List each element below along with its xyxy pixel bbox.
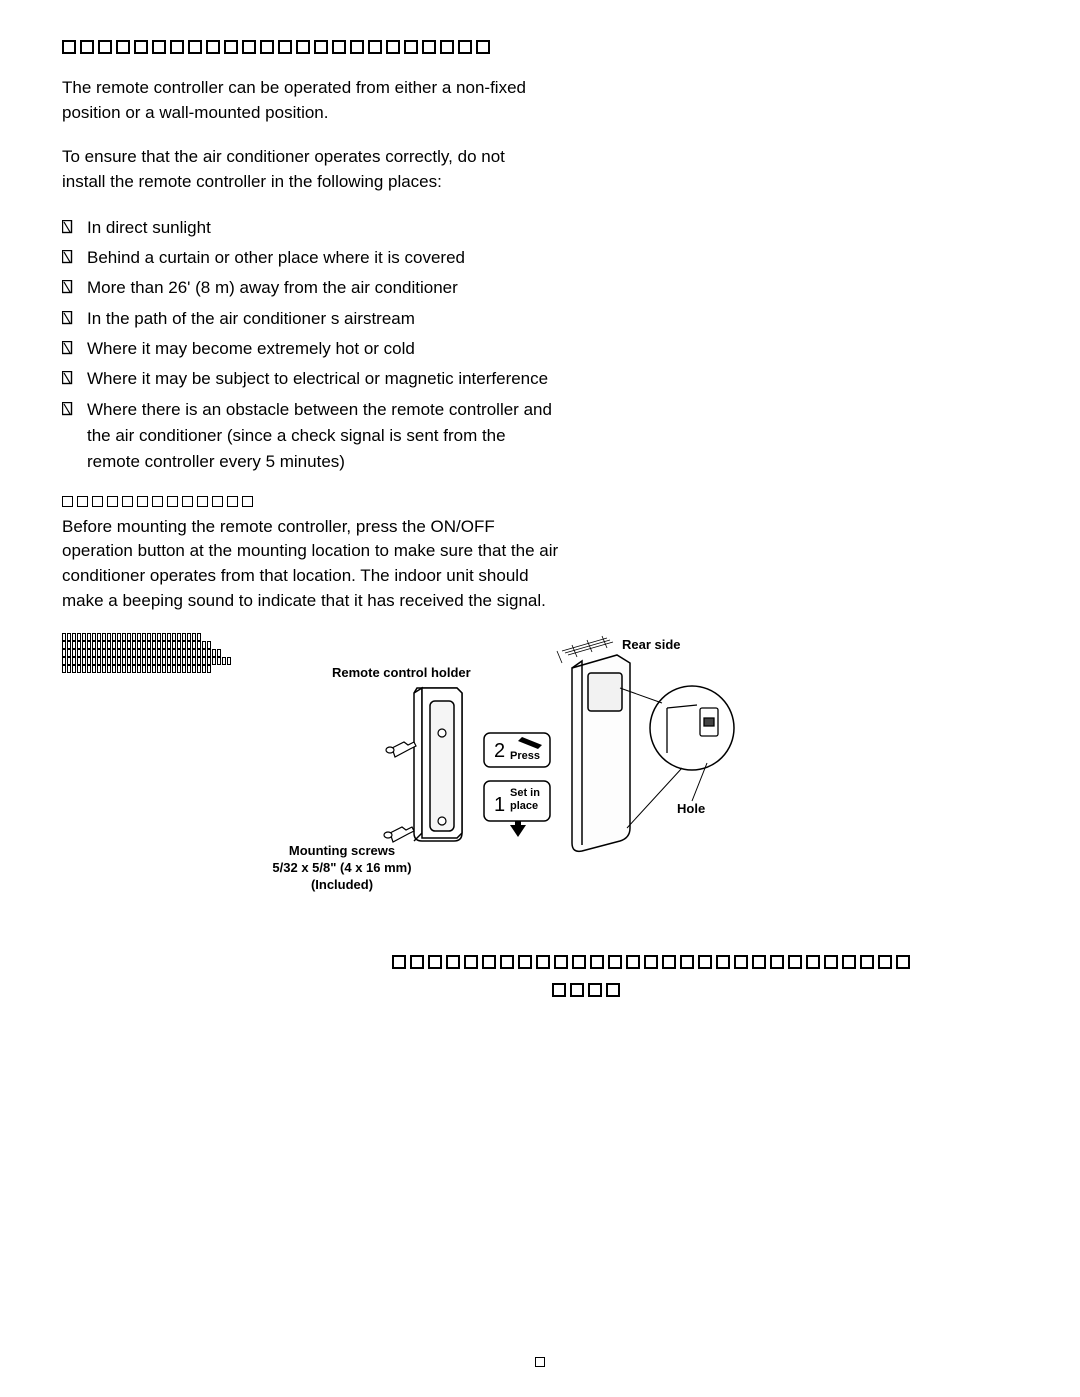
bullet-icon (62, 341, 73, 355)
wall-mount-paragraph: Before mounting the remote controller, p… (62, 515, 562, 614)
list-item: Behind a curtain or other place where it… (62, 245, 562, 271)
step2-number: 2 (494, 740, 505, 762)
intro-paragraph-2: To ensure that the air conditioner opera… (62, 145, 542, 194)
bullet-icon (62, 402, 73, 416)
removal-instruction-placeholder (62, 633, 272, 673)
intro-paragraph-1: The remote controller can be operated fr… (62, 76, 542, 125)
step1-number: 1 (494, 794, 505, 816)
list-item-text: Where it may be subject to electrical or… (87, 366, 548, 392)
list-item-text: In the path of the air conditioner s air… (87, 306, 415, 332)
list-item-text: Behind a curtain or other place where it… (87, 245, 465, 271)
step2-label: Press (510, 750, 540, 762)
list-item: Where it may be subject to electrical or… (62, 366, 562, 392)
list-item: More than 26' (8 m) away from the air co… (62, 275, 562, 301)
bullet-icon (62, 220, 73, 234)
restrictions-list: In direct sunlight Behind a curtain or ot… (62, 215, 1018, 476)
step1-label-1: Set in (510, 787, 540, 799)
mounting-diagram-svg: 2 Press 1 Set in place (262, 633, 782, 953)
main-heading-placeholder (62, 40, 1018, 54)
subheading-placeholder (62, 496, 1018, 507)
mounting-diagram: Rear side Remote control holder Mounting… (62, 633, 1018, 973)
list-item: In the path of the air conditioner s air… (62, 306, 562, 332)
list-item-text: Where there is an obstacle between the r… (87, 397, 562, 476)
list-item-text: More than 26' (8 m) away from the air co… (87, 275, 458, 301)
list-item: Where there is an obstacle between the r… (62, 397, 562, 476)
bullet-icon (62, 311, 73, 325)
list-item: Where it may become extremely hot or col… (62, 336, 562, 362)
list-item: In direct sunlight (62, 215, 562, 241)
bottom-placeholder-row-2 (552, 983, 1018, 997)
bullet-icon (62, 250, 73, 264)
page-number-placeholder (535, 1357, 545, 1367)
list-item-text: Where it may become extremely hot or col… (87, 336, 415, 362)
list-item-text: In direct sunlight (87, 215, 211, 241)
bullet-icon (62, 371, 73, 385)
bullet-icon (62, 280, 73, 294)
step1-label-2: place (510, 800, 538, 812)
